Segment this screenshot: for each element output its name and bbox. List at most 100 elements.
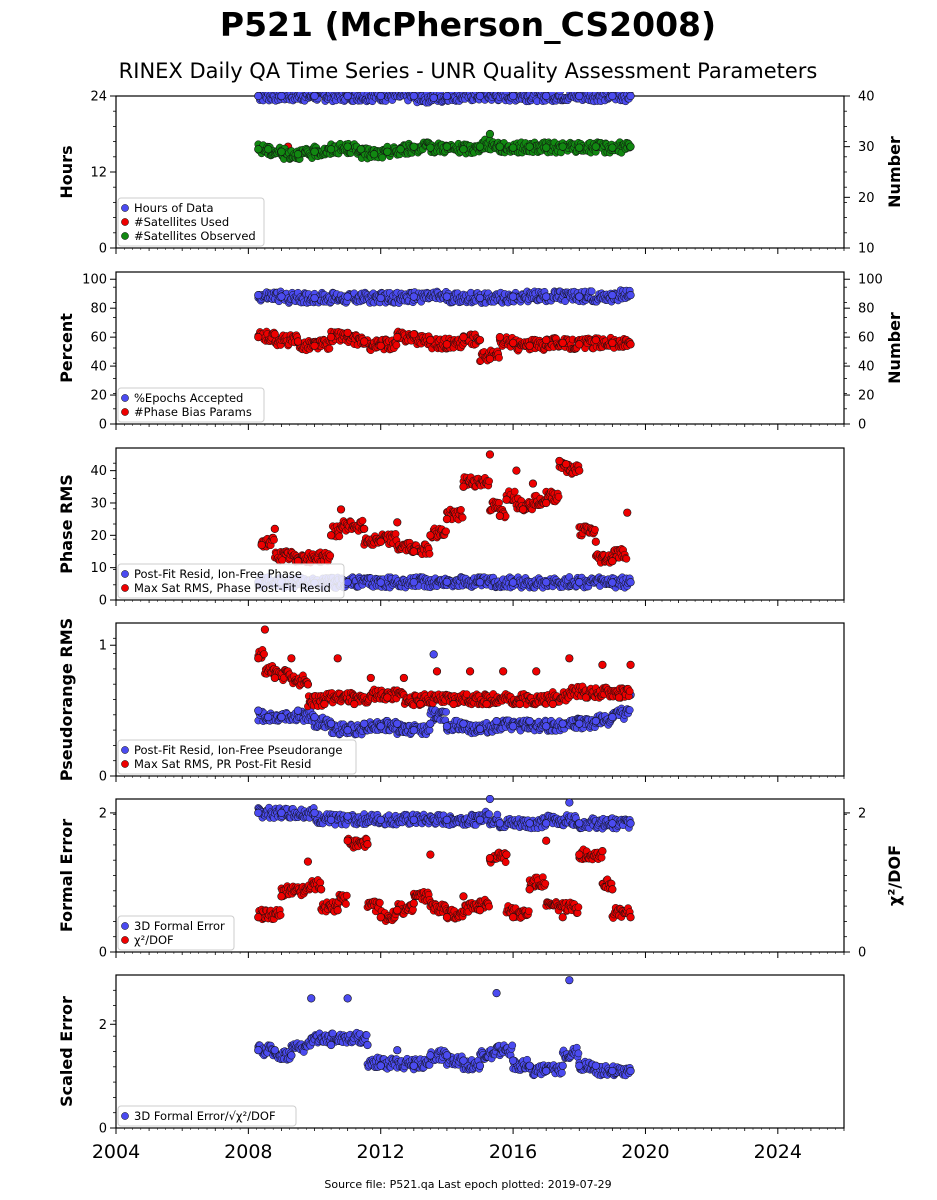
data-point-cloud <box>391 530 400 538</box>
legend-label: %Epochs Accepted <box>134 391 243 405</box>
data-point-cloud <box>457 505 465 514</box>
data-point <box>287 654 296 663</box>
y2-tick-label: 0 <box>858 418 866 433</box>
data-point <box>626 340 635 349</box>
data-point <box>542 722 551 731</box>
data-point <box>459 333 468 342</box>
y2-tick-label: 20 <box>858 389 875 404</box>
data-point <box>548 699 557 709</box>
y-tick-label: 24 <box>90 90 107 105</box>
data-point-cloud <box>485 477 493 486</box>
y2-tick-label: 40 <box>858 360 875 375</box>
data-point <box>270 330 279 339</box>
data-point <box>508 92 518 101</box>
data-point-cloud <box>485 810 493 819</box>
data-point <box>475 92 485 101</box>
data-point <box>376 815 385 824</box>
data-point <box>518 505 528 514</box>
data-point-cloud <box>462 690 471 699</box>
data-point <box>542 292 551 301</box>
data-point <box>542 335 551 345</box>
panel-4: Pseudorange RMS 0 1 Post-Fit Resid, Ion-Fre… <box>57 618 845 785</box>
y-axis-label: Hours <box>57 145 76 198</box>
data-point-cloud <box>276 911 285 919</box>
data-point <box>336 505 346 514</box>
data-point <box>508 338 518 348</box>
data-point <box>409 92 418 101</box>
legend-box <box>117 739 357 775</box>
data-point-cloud <box>325 344 334 353</box>
data-point <box>409 142 418 151</box>
series-3 <box>254 129 635 163</box>
data-point <box>499 667 508 676</box>
data-point <box>449 699 458 709</box>
legend: Post-Fit Resid, Ion-Free PseudorangeMax … <box>117 739 357 775</box>
y2-tick-label: 100 <box>858 273 883 288</box>
legend: %Epochs Accepted#Phase Bias Params <box>117 387 265 423</box>
data-point <box>558 338 567 348</box>
legend-marker <box>121 232 129 240</box>
data-point <box>360 719 369 728</box>
data-point-cloud <box>326 551 335 560</box>
legend-label: Post-Fit Resid, Ion-Free Phase <box>134 567 302 581</box>
legend-marker <box>121 584 129 592</box>
series-1 <box>254 92 635 107</box>
data-point <box>429 93 438 102</box>
data-point <box>254 654 263 663</box>
data-point <box>264 145 273 154</box>
y-tick-label: 60 <box>90 331 107 346</box>
data-point <box>383 693 392 702</box>
data-point <box>326 333 336 342</box>
data-point <box>343 328 352 337</box>
data-point <box>260 625 270 634</box>
data-point <box>626 578 635 587</box>
data-point <box>508 578 518 587</box>
data-point <box>542 143 551 152</box>
data-point <box>376 293 385 303</box>
data-point-cloud <box>554 492 563 501</box>
legend-label: Post-Fit Resid, Ion-Free Pseudorange <box>134 743 342 757</box>
data-point <box>343 726 352 735</box>
data-point <box>442 815 452 824</box>
data-point-cloud <box>442 527 450 536</box>
data-point <box>475 335 485 345</box>
data-point <box>376 537 385 546</box>
data-point <box>320 699 329 709</box>
data-point-cloud <box>458 513 467 522</box>
data-point <box>575 819 584 828</box>
data-point <box>376 92 385 101</box>
data-point <box>575 92 584 101</box>
data-point-cloud <box>587 287 596 296</box>
data-point-cloud <box>591 525 599 534</box>
data-point <box>442 340 452 349</box>
data-point <box>393 518 402 527</box>
y-axis-label: Pseudorange RMS <box>57 618 76 781</box>
legend-box <box>117 197 265 247</box>
data-point <box>565 654 574 663</box>
data-point <box>393 333 402 342</box>
series-1 <box>254 286 635 307</box>
data-point <box>608 291 617 300</box>
data-points <box>254 286 635 366</box>
data-point <box>343 578 352 587</box>
data-point-cloud <box>625 687 634 696</box>
y2-tick-label: 80 <box>858 302 875 317</box>
y2-tick-label: 10 <box>858 242 875 257</box>
data-point <box>525 142 534 151</box>
data-point <box>310 341 319 350</box>
data-point-cloud <box>442 708 450 716</box>
data-point <box>575 466 584 475</box>
data-point-cloud <box>260 650 268 658</box>
data-point <box>409 330 418 339</box>
legend-marker <box>121 394 129 402</box>
y-tick-label: 0 <box>99 770 107 785</box>
data-point-cloud <box>622 554 631 563</box>
series-2 <box>254 625 635 711</box>
y-axis-label: Percent <box>57 313 76 383</box>
data-point <box>623 508 632 517</box>
data-point <box>343 292 352 301</box>
data-point-cloud <box>278 556 287 565</box>
y-tick-label: 20 <box>90 389 107 404</box>
